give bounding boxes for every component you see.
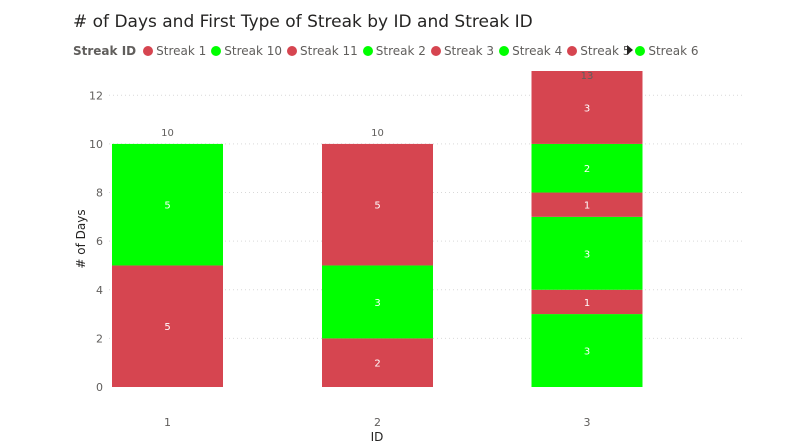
segment-data-label: 3 bbox=[584, 249, 590, 260]
x-tick-label: 1 bbox=[164, 416, 171, 429]
legend-label: Streak 2 bbox=[375, 44, 426, 58]
y-tick-label: 4 bbox=[96, 284, 103, 297]
total-data-label: 10 bbox=[371, 128, 384, 139]
segment-data-label: 3 bbox=[584, 347, 590, 358]
segment-data-label: 3 bbox=[374, 298, 380, 309]
legend-swatch bbox=[287, 46, 298, 56]
x-tick-label: 2 bbox=[374, 416, 381, 429]
total-data-label: 10 bbox=[161, 128, 174, 139]
legend-label: Streak 1 bbox=[156, 44, 207, 58]
legend-label: Streak 10 bbox=[224, 44, 283, 58]
legend-swatch bbox=[567, 46, 578, 56]
segment-data-label: 2 bbox=[374, 359, 380, 370]
legend-swatch bbox=[211, 46, 222, 56]
segment-data-label: 5 bbox=[164, 201, 170, 212]
legend-item[interactable]: Streak 10 bbox=[211, 44, 282, 58]
bar-segment[interactable] bbox=[322, 338, 433, 387]
legend-item[interactable]: Streak 4 bbox=[499, 44, 562, 58]
bar-segment[interactable] bbox=[322, 143, 433, 266]
y-tick-label: 6 bbox=[96, 235, 103, 248]
legend-swatch bbox=[362, 46, 373, 56]
bar-segment[interactable] bbox=[531, 192, 643, 217]
x-axis-title: ID bbox=[371, 430, 384, 441]
bar-segment[interactable] bbox=[531, 289, 643, 315]
bar-segment[interactable] bbox=[531, 143, 643, 193]
legend-swatch bbox=[430, 46, 441, 56]
legend: Streak ID Streak 1 Streak 10 Streak 11 Stre… bbox=[73, 43, 704, 59]
legend-label: Streak 3 bbox=[443, 44, 495, 58]
legend-item[interactable]: Streak 1 bbox=[143, 44, 206, 58]
legend-swatch bbox=[499, 46, 510, 56]
bar-segment[interactable] bbox=[112, 265, 223, 387]
x-tick-label: 3 bbox=[584, 416, 591, 429]
segment-data-label: 2 bbox=[584, 164, 590, 175]
y-axis-title: # of Days bbox=[74, 209, 88, 268]
legend-label: Streak 6 bbox=[648, 44, 699, 58]
bar-segment[interactable] bbox=[531, 71, 643, 144]
legend-label: Streak 5 bbox=[580, 44, 631, 58]
legend-swatch bbox=[635, 46, 646, 56]
y-tick-label: 12 bbox=[89, 89, 103, 102]
segment-data-label: 3 bbox=[584, 103, 590, 114]
bar-segment[interactable] bbox=[531, 314, 643, 387]
legend-item[interactable]: Streak 6 bbox=[635, 44, 699, 58]
legend-item[interactable]: Streak 11 bbox=[287, 44, 358, 58]
y-tick-label: 2 bbox=[96, 332, 103, 345]
legend-label: Streak 4 bbox=[512, 44, 563, 58]
legend-label: Streak 11 bbox=[300, 44, 358, 58]
segment-data-label: 1 bbox=[584, 298, 590, 309]
legend-item[interactable]: Streak 5 bbox=[567, 44, 630, 58]
segment-data-label: 5 bbox=[374, 201, 380, 212]
bar-segment[interactable] bbox=[322, 265, 433, 339]
total-data-label: 13 bbox=[581, 71, 594, 82]
legend-swatch bbox=[143, 46, 154, 56]
legend-next-arrow-icon[interactable] bbox=[627, 45, 633, 55]
bar-segment[interactable] bbox=[112, 143, 223, 266]
bar-segment[interactable] bbox=[531, 216, 643, 290]
legend-title: Streak ID bbox=[73, 44, 137, 58]
segment-data-label: 1 bbox=[584, 201, 590, 212]
segment-data-label: 5 bbox=[164, 322, 170, 333]
legend-item[interactable]: Streak 3 bbox=[430, 44, 495, 58]
y-tick-label: 10 bbox=[89, 138, 103, 151]
legend-item[interactable]: Streak 2 bbox=[362, 44, 426, 58]
y-tick-label: 8 bbox=[96, 187, 103, 200]
y-tick-label: 0 bbox=[96, 381, 103, 394]
chart-title: # of Days and First Type of Streak by ID… bbox=[73, 12, 533, 32]
